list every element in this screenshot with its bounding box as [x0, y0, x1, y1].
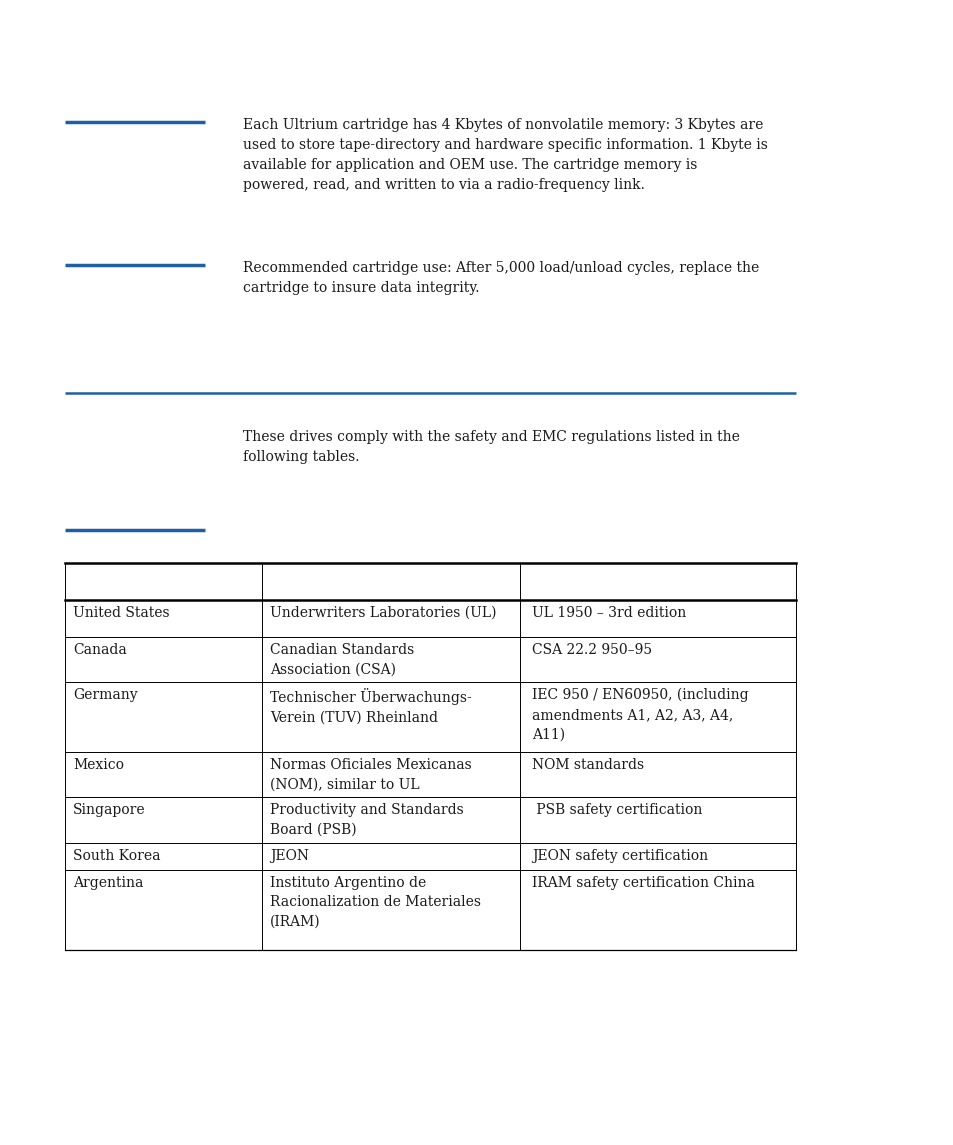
Text: Instituto Argentino de
Racionalization de Materiales
(IRAM): Instituto Argentino de Racionalization d… [270, 876, 480, 929]
Text: Normas Oficiales Mexicanas
(NOM), similar to UL: Normas Oficiales Mexicanas (NOM), simila… [270, 758, 471, 791]
Text: Canadian Standards
Association (CSA): Canadian Standards Association (CSA) [270, 643, 414, 677]
Text: PSB safety certification: PSB safety certification [532, 803, 701, 818]
Text: Technischer Überwachungs-
Verein (TUV) Rheinland: Technischer Überwachungs- Verein (TUV) R… [270, 688, 471, 725]
Text: Recommended cartridge use: After 5,000 load/unload cycles, replace the
cartridge: Recommended cartridge use: After 5,000 l… [243, 261, 759, 295]
Text: Underwriters Laboratories (UL): Underwriters Laboratories (UL) [270, 606, 496, 619]
Text: Canada: Canada [73, 643, 127, 657]
Text: JEON safety certification: JEON safety certification [532, 848, 707, 863]
Text: IEC 950 / EN60950, (including
amendments A1, A2, A3, A4,
A11): IEC 950 / EN60950, (including amendments… [532, 688, 748, 742]
Text: These drives comply with the safety and EMC regulations listed in the
following : These drives comply with the safety and … [243, 431, 740, 464]
Text: Each Ultrium cartridge has 4 Kbytes of nonvolatile memory: 3 Kbytes are
used to : Each Ultrium cartridge has 4 Kbytes of n… [243, 118, 767, 192]
Text: UL 1950 – 3rd edition: UL 1950 – 3rd edition [532, 606, 685, 619]
Text: IRAM safety certification China: IRAM safety certification China [532, 876, 754, 890]
Text: Argentina: Argentina [73, 876, 143, 890]
Text: Singapore: Singapore [73, 803, 146, 818]
Text: Productivity and Standards
Board (PSB): Productivity and Standards Board (PSB) [270, 803, 463, 837]
Text: Germany: Germany [73, 688, 137, 702]
Text: Mexico: Mexico [73, 758, 124, 772]
Text: CSA 22.2 950–95: CSA 22.2 950–95 [532, 643, 652, 657]
Text: JEON: JEON [270, 848, 309, 863]
Text: NOM standards: NOM standards [532, 758, 643, 772]
Text: South Korea: South Korea [73, 848, 160, 863]
Text: United States: United States [73, 606, 170, 619]
